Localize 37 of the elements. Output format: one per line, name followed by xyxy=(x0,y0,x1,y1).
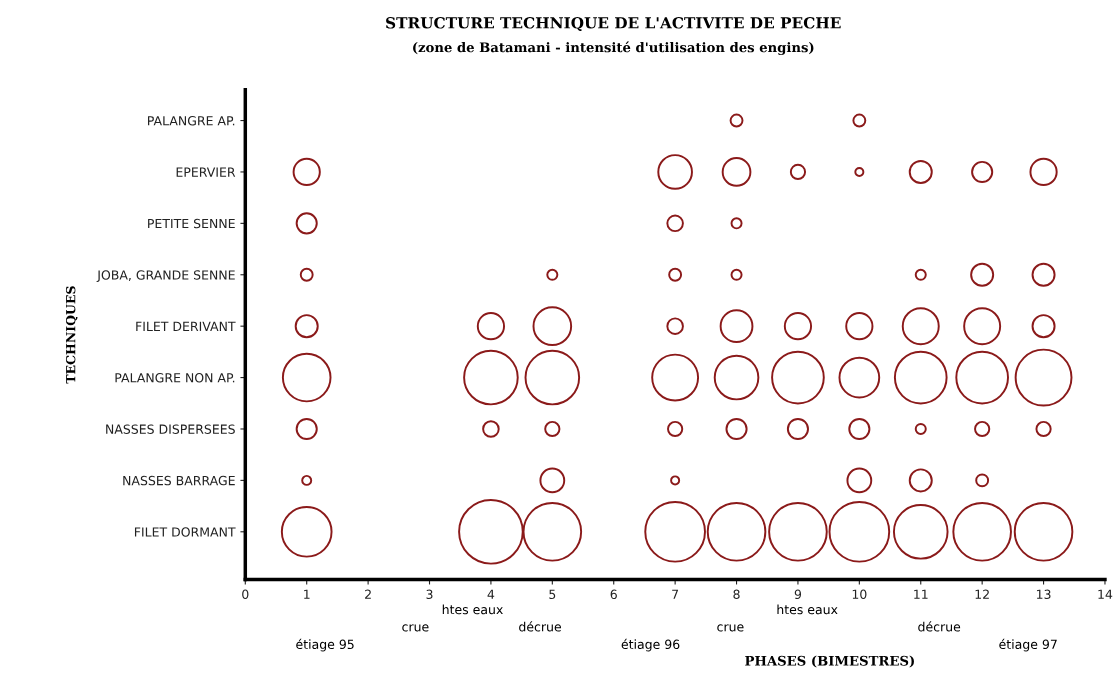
y-tick-label: PALANGRE NON AP. xyxy=(115,373,235,383)
x-tick-label: 9 xyxy=(794,589,802,599)
chart-title: STRUCTURE TECHNIQUE DE L'ACTIVITE DE PECHE xyxy=(386,17,841,32)
x-tick-label: 14 xyxy=(1098,589,1113,599)
y-tick-label: PALANGRE AP. xyxy=(148,116,235,126)
x-tick-label: 6 xyxy=(610,589,617,599)
text: décrue xyxy=(918,621,961,632)
x-tick-label: 2 xyxy=(365,589,371,599)
y-tick-label: NASSES BARRAGE xyxy=(123,475,235,486)
y-tick-label: FILET DORMANT xyxy=(134,527,236,537)
x-tick-label: 13 xyxy=(1036,589,1051,599)
x-tick-label: 10 xyxy=(852,589,867,599)
text: décrue xyxy=(519,621,561,632)
text: étiage 95 xyxy=(296,638,354,652)
text: htes eaux xyxy=(442,604,503,615)
text: étiage 96 xyxy=(621,638,680,652)
x-tick-label: 12 xyxy=(975,589,989,599)
x-tick-label: 8 xyxy=(733,589,740,599)
y-tick-label: NASSES DISPERSEES xyxy=(106,424,235,434)
y-axis-title: TECHNIQUES xyxy=(65,286,78,384)
x-tick-label: 7 xyxy=(672,589,679,599)
y-tick-label: EPERVIER xyxy=(176,167,236,177)
text: crue xyxy=(717,624,744,632)
text: étiage 97 xyxy=(999,638,1057,652)
x-tick-label: 1 xyxy=(304,589,310,599)
x-tick-label: 0 xyxy=(242,589,249,599)
y-tick-label: FILET DERIVANT xyxy=(136,321,236,331)
x-tick-label: 11 xyxy=(914,589,928,599)
x-tick-label: 3 xyxy=(426,589,433,599)
y-tick-label: JOBA, GRANDE SENNE xyxy=(96,270,235,283)
chart-subtitle: (zone de Batamani - intensité d'utilisation des engins) xyxy=(413,41,814,56)
x-axis-title: PHASES (BIMESTRES) xyxy=(745,655,914,668)
text: htes eaux xyxy=(777,604,838,615)
x-tick-label: 4 xyxy=(487,589,495,599)
x-tick-label: 5 xyxy=(549,589,556,599)
text: crue xyxy=(402,624,429,632)
y-tick-label: PETITE SENNE xyxy=(148,218,235,229)
